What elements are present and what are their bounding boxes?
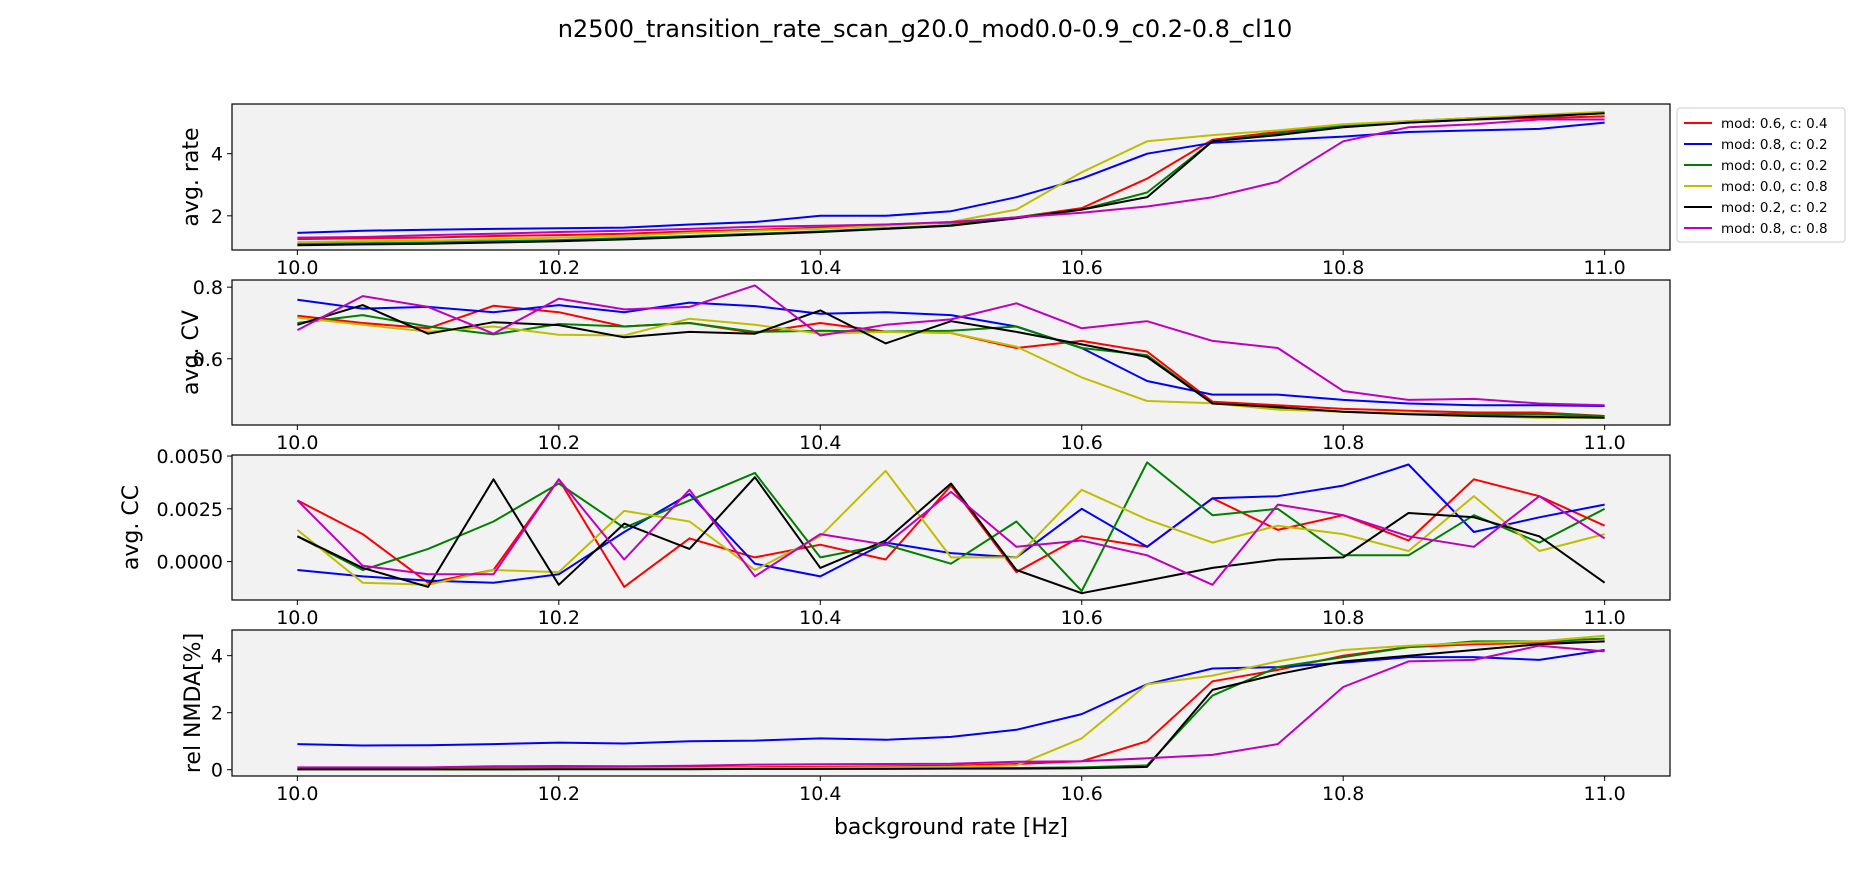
y-tick-label: 0	[211, 760, 223, 782]
legend-item: mod: 0.2, c: 0.2	[1684, 200, 1828, 216]
x-tick-label: 10.4	[799, 607, 841, 629]
legend-label: mod: 0.0, c: 0.2	[1721, 158, 1828, 174]
y-tick-label: 0.0025	[157, 499, 223, 521]
legend-label: mod: 0.8, c: 0.2	[1721, 137, 1828, 153]
plot-frame	[231, 454, 1671, 601]
figure-title: n2500_transition_rate_scan_g20.0_mod0.0-…	[558, 15, 1293, 43]
panel-1: 10.0 10.2 10.4 10.6 10.8 11.0 2 4 avg. rate	[179, 103, 1671, 279]
plot-frame	[231, 629, 1671, 777]
y-tick-label: 0.6	[193, 349, 223, 371]
legend-item: mod: 0.6, c: 0.4	[1684, 116, 1828, 132]
y-tick-label: 2	[211, 206, 223, 228]
x-tick-label: 10.6	[1061, 783, 1103, 805]
x-tick-label: 10.6	[1061, 257, 1103, 279]
x-tick-label: 10.4	[799, 783, 841, 805]
series-line-6	[296, 284, 1605, 407]
x-tick-label: 10.8	[1322, 783, 1364, 805]
y-tick-label: 0.0000	[157, 552, 223, 574]
x-tick-label: 10.0	[276, 783, 318, 805]
y-axis-label: avg. CC	[119, 485, 144, 570]
x-tick-label: 11.0	[1583, 607, 1625, 629]
y-axis-label: rel NMDA[%]	[181, 633, 206, 773]
y-tick-label: 4	[211, 646, 223, 668]
series-line-2	[297, 121, 1605, 234]
series-line-3	[296, 461, 1606, 593]
plot-area	[232, 280, 1670, 425]
legend-label: mod: 0.8, c: 0.8	[1721, 221, 1828, 237]
series-line-2	[297, 649, 1605, 747]
series-line-6	[296, 478, 1606, 586]
series-line-5	[297, 112, 1605, 247]
x-tick-label: 10.4	[799, 432, 841, 454]
y-tick-label: 0.8	[193, 277, 223, 299]
y-tick-label: 4	[211, 144, 223, 166]
legend-item: mod: 0.0, c: 0.2	[1684, 158, 1828, 174]
x-tick-label: 11.0	[1583, 783, 1625, 805]
panel-3: 10.0 10.2 10.4 10.6 10.8 11.0 0.0000 0.0025 0.00…	[119, 446, 1671, 629]
legend-label: mod: 0.0, c: 0.8	[1721, 179, 1828, 195]
x-tick-label: 10.2	[538, 783, 580, 805]
series-line-2	[297, 463, 1605, 584]
y-tick-label: 0.0050	[157, 446, 223, 468]
y-axis-label: avg. CV	[179, 310, 204, 395]
x-tick-label: 10.6	[1061, 607, 1103, 629]
x-tick-label: 10.6	[1061, 432, 1103, 454]
plot-frame	[231, 103, 1671, 251]
legend: mod: 0.6, c: 0.4 mod: 0.8, c: 0.2 mod: 0.0…	[1676, 107, 1846, 243]
series-line-5	[297, 304, 1605, 419]
x-tick-label: 10.8	[1322, 607, 1364, 629]
series-line-5	[296, 476, 1606, 595]
x-tick-label: 10.2	[538, 432, 580, 454]
y-axis-label: avg. rate	[179, 127, 204, 226]
x-tick-label: 10.8	[1322, 257, 1364, 279]
legend-item: mod: 0.0, c: 0.8	[1684, 179, 1828, 195]
series-line-1	[296, 478, 1606, 588]
legend-item: mod: 0.8, c: 0.8	[1684, 221, 1828, 237]
x-tick-label: 10.4	[799, 257, 841, 279]
series-line-2	[297, 298, 1605, 407]
legend-label: mod: 0.6, c: 0.4	[1721, 116, 1828, 132]
x-tick-label: 11.0	[1583, 432, 1625, 454]
x-tick-label: 10.8	[1322, 432, 1364, 454]
x-tick-label: 10.0	[276, 432, 318, 454]
series-line-6	[297, 644, 1605, 769]
legend-item: mod: 0.8, c: 0.2	[1684, 137, 1828, 153]
x-tick-label: 10.2	[538, 607, 580, 629]
x-tick-label: 10.0	[276, 607, 318, 629]
panel-2: 10.0 10.2 10.4 10.6 10.8 11.0 0.6 0.8 avg. CV	[179, 277, 1671, 454]
y-tick-label: 2	[211, 703, 223, 725]
series-line-5	[297, 640, 1605, 771]
x-tick-label: 10.2	[538, 257, 580, 279]
legend-box	[1676, 107, 1846, 243]
legend-label: mod: 0.2, c: 0.2	[1721, 200, 1828, 216]
x-axis-label: background rate [Hz]	[834, 815, 1068, 840]
x-tick-label: 10.0	[276, 257, 318, 279]
series-line-4	[296, 469, 1605, 586]
plot-frame	[231, 279, 1671, 426]
series-line-6	[297, 118, 1605, 239]
x-tick-label: 11.0	[1583, 257, 1625, 279]
